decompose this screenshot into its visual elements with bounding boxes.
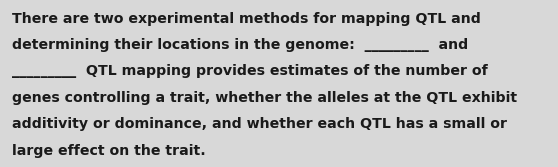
Text: There are two experimental methods for mapping QTL and: There are two experimental methods for m…	[12, 12, 481, 26]
Text: _________  QTL mapping provides estimates of the number of: _________ QTL mapping provides estimates…	[12, 64, 488, 78]
Text: additivity or dominance, and whether each QTL has a small or: additivity or dominance, and whether eac…	[12, 117, 507, 131]
Text: determining their locations in the genome:  _________  and: determining their locations in the genom…	[12, 38, 469, 52]
Text: genes controlling a trait, whether the alleles at the QTL exhibit: genes controlling a trait, whether the a…	[12, 91, 517, 105]
Text: large effect on the trait.: large effect on the trait.	[12, 144, 206, 158]
